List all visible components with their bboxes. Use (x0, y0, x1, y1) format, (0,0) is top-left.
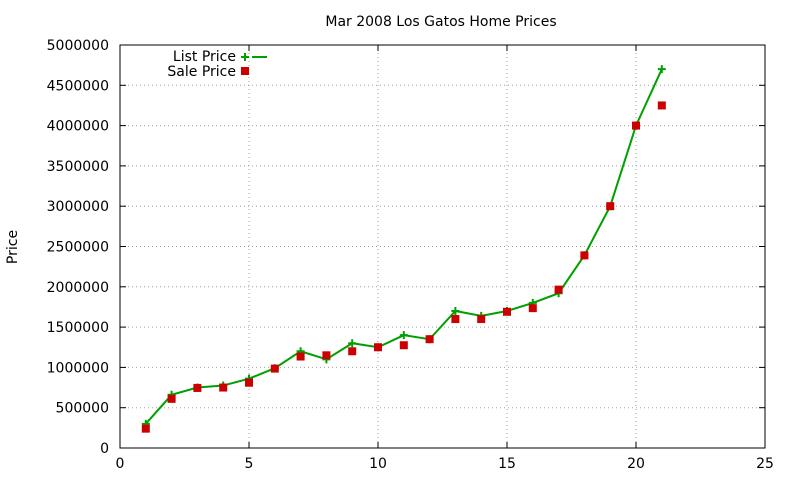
sale-price-point (606, 202, 615, 211)
sale-price-point (632, 121, 640, 130)
list-price-point (657, 65, 666, 74)
sale-price-point (348, 347, 357, 356)
sale-price-point (451, 315, 460, 324)
sale-price-point (657, 101, 666, 110)
x-tick-label: 10 (369, 456, 387, 472)
data-series (141, 65, 666, 433)
sale-price-point (477, 315, 486, 324)
sale-price-point (270, 364, 279, 373)
sale-price-point (296, 352, 305, 361)
sale-price-point (528, 304, 537, 313)
sale-price-point (322, 351, 331, 360)
y-tick-label: 2500000 (47, 240, 109, 256)
plot-frame (119, 44, 766, 449)
y-tick-label: 0 (100, 441, 109, 457)
y-tick-label: 4000000 (47, 119, 109, 135)
chart-title: Mar 2008 Los Gatos Home Prices (325, 14, 556, 30)
y-tick-label: 500000 (56, 401, 109, 417)
tick-labels: 0 5 10 15 20 25 0 500000 1000000 1500000 2000000 25… (47, 38, 774, 472)
sale-price-point (425, 335, 434, 344)
x-tick-label: 15 (498, 456, 516, 472)
list-price-point (348, 339, 357, 348)
grid-lines (120, 45, 765, 448)
y-axis-label: Price (5, 230, 21, 264)
list-price-point (399, 331, 408, 340)
sale-price-point (580, 251, 589, 260)
x-tick-label: 0 (116, 456, 125, 472)
legend-label-sale-price: Sale Price (167, 64, 236, 80)
legend-marker-list-price (241, 53, 249, 61)
sale-price-point (554, 285, 563, 294)
y-tick-label: 1500000 (47, 320, 109, 336)
x-tick-label: 5 (245, 456, 254, 472)
x-tick-label: 20 (627, 456, 645, 472)
sale-price-point (141, 424, 150, 433)
sale-price-point (245, 378, 253, 387)
sale-price-point (219, 383, 228, 392)
list-price-point (451, 306, 460, 315)
y-tick-label: 3500000 (47, 159, 109, 175)
y-tick-label: 5000000 (47, 38, 109, 54)
legend-marker-sale-price (241, 67, 249, 75)
x-tick-label: 25 (756, 456, 774, 472)
sale-price-point (167, 394, 176, 403)
y-tick-label: 4500000 (47, 78, 109, 94)
legend-label-list-price: List Price (173, 49, 236, 65)
sale-price-point (374, 343, 382, 352)
y-tick-label: 2000000 (47, 280, 109, 296)
sale-price-point (399, 341, 408, 350)
y-tick-label: 1000000 (47, 360, 109, 376)
legend: List Price Sale Price (167, 49, 267, 80)
sale-price-point (193, 383, 202, 392)
sale-price-point (503, 307, 511, 316)
y-tick-label: 3000000 (47, 199, 109, 215)
